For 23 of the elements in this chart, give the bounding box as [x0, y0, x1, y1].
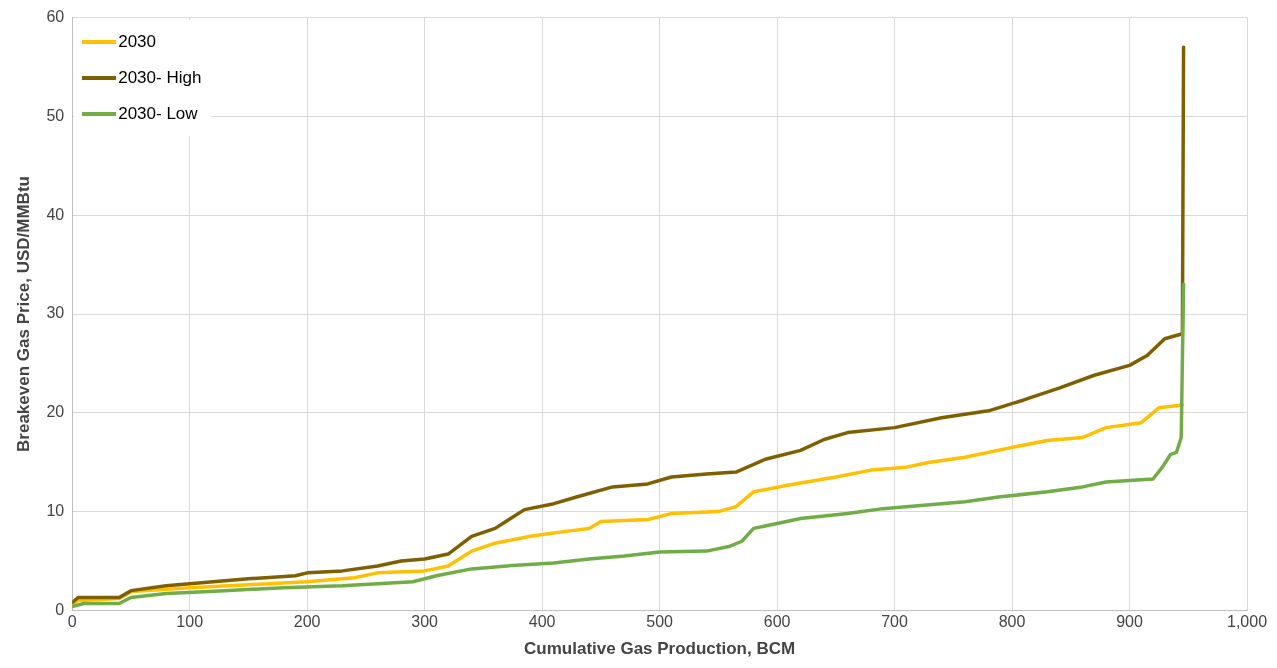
x-tick-label: 0 — [67, 613, 77, 631]
y-tick-label: 50 — [46, 106, 65, 124]
x-tick-label: 100 — [176, 613, 204, 631]
x-tick-label: 200 — [293, 613, 321, 631]
y-tick-label: 20 — [46, 403, 65, 421]
x-tick-label: 700 — [881, 613, 908, 631]
legend-label: 2030 — [118, 31, 157, 52]
x-tick-label: 400 — [528, 613, 556, 631]
x-tick-label: 800 — [998, 613, 1026, 631]
y-tick-label: 0 — [55, 600, 65, 618]
x-tick-label: 600 — [763, 613, 791, 631]
x-tick-label: 1,000 — [1226, 613, 1268, 631]
x-axis-title: Cumulative Gas Production, BCM — [524, 639, 796, 659]
legend-label: 2030- High — [118, 67, 202, 88]
legend-label: 2030- Low — [118, 103, 198, 124]
y-tick-label: 60 — [46, 8, 65, 26]
y-tick-label: 40 — [46, 205, 65, 223]
x-tick-label: 300 — [411, 613, 439, 631]
y-tick-label: 30 — [46, 304, 65, 322]
y-axis-title: Breakeven Gas Price, USD/MMBtu — [13, 176, 33, 452]
x-tick-label: 900 — [1116, 613, 1143, 631]
y-tick-label: 10 — [46, 502, 65, 520]
x-tick-label: 500 — [646, 613, 674, 631]
